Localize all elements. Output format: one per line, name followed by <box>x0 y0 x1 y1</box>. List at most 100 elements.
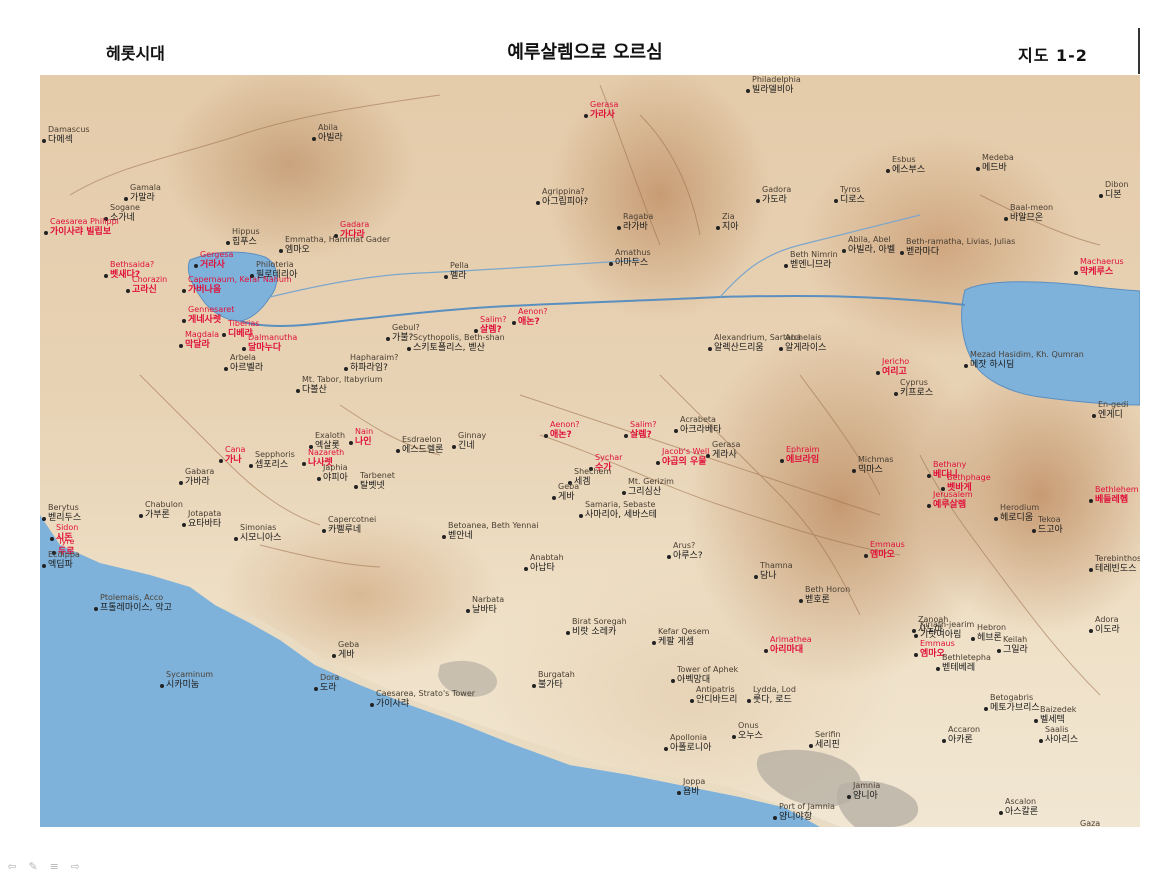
settlement-marker <box>452 445 456 449</box>
place-label: Gerasa 가라사 <box>590 100 618 120</box>
settlement-marker <box>309 445 313 449</box>
place-name-korean: 아리마대 <box>770 645 804 655</box>
menu-icon[interactable]: ≡ <box>49 860 59 873</box>
place-label: Adora 이도라 <box>1095 615 1120 635</box>
place-label: Mt. Tabor, Itabyrium 다볼산 <box>302 375 383 395</box>
place-label: Dalmanutha 달마누다 <box>248 333 297 353</box>
place-label: Salim? 살렘? <box>480 315 506 335</box>
settlement-marker <box>182 523 186 527</box>
place-name-english: Bethlehem <box>1095 485 1139 494</box>
place-name-english: Gerasa <box>712 440 741 449</box>
place-name-korean: 안디바드리 <box>696 695 738 705</box>
place-name-english: Shechem <box>574 467 612 476</box>
place-name-english: Gennesaret <box>188 305 235 314</box>
settlement-marker <box>809 744 813 748</box>
place-name-korean: 아르벨라 <box>230 363 264 373</box>
pen-icon[interactable]: ✎ <box>28 860 38 873</box>
place-label: Port of Jamnia 얌니야항 <box>779 802 835 822</box>
place-name-english: Onus <box>738 721 759 730</box>
settlement-marker <box>234 537 238 541</box>
settlement-marker <box>52 551 56 555</box>
place-label: Archelais 알게라이스 <box>785 333 826 353</box>
place-name-korean: 케팔 게셈 <box>658 637 694 647</box>
place-label: Michmas 믹마스 <box>858 455 893 475</box>
settlement-marker <box>589 467 593 471</box>
settlement-marker <box>834 199 838 203</box>
place-name-english: Sycaminum <box>166 670 214 679</box>
place-label: Dibon 디본 <box>1105 180 1128 200</box>
place-name-english: Simonias <box>240 523 277 532</box>
place-name-korean: 게바 <box>338 650 355 660</box>
settlement-marker <box>914 653 918 657</box>
settlement-marker <box>754 575 758 579</box>
place-name-english: Beth-ramatha, Livias, Julias <box>906 237 1016 246</box>
place-label: Tyros 디로스 <box>840 185 865 205</box>
prev-arrow-icon[interactable]: ⇦ <box>7 860 17 873</box>
place-name-english: Abila <box>318 123 338 132</box>
place-name-english: Baal-meon <box>1010 203 1054 212</box>
place-name-korean: 알게라이스 <box>785 343 827 353</box>
place-name-korean: 디베랴 <box>228 329 253 339</box>
settlement-marker <box>242 347 246 351</box>
place-name-english: Tekoa <box>1038 515 1061 524</box>
place-name-english: Burgatah <box>538 670 575 679</box>
place-name-english: Port of Jamnia <box>779 802 835 811</box>
place-name-korean: 가라사 <box>590 110 615 120</box>
place-name-korean: 게라사 <box>712 450 737 460</box>
place-label: Hebron 헤브론 <box>977 623 1006 643</box>
place-label: Abila 아빌라 <box>318 123 343 143</box>
place-name-english: Zia <box>722 212 735 221</box>
place-name-korean: 메드바 <box>982 163 1007 173</box>
place-label: Beth-ramatha, Livias, Julias 벧라마다 <box>906 237 1015 257</box>
next-arrow-icon[interactable]: ⇨ <box>70 860 80 873</box>
jordan-river <box>239 294 966 327</box>
place-name-english: Capercotnei <box>328 515 377 524</box>
place-name-korean: 헤로디움 <box>1000 513 1034 523</box>
place-name-english: Keilah <box>1003 635 1028 644</box>
settlement-marker <box>44 231 48 235</box>
place-name-korean: 라가바 <box>623 222 648 232</box>
place-name-korean: 빌라델비아 <box>752 85 794 95</box>
place-label: Aenon? 애논? <box>518 307 548 327</box>
place-label: Keilah 그일라 <box>1003 635 1028 655</box>
place-name-english: Emmaus <box>920 639 955 648</box>
place-label: Cana 가나 <box>225 445 245 465</box>
settlement-marker <box>624 434 628 438</box>
place-name-korean: 아그립피아? <box>542 197 589 207</box>
settlement-marker <box>396 449 400 453</box>
place-label: Tiberias 디베랴 <box>228 319 259 339</box>
place-name-english: Betogabris <box>990 693 1034 702</box>
place-name-english: Philoteria <box>256 260 294 269</box>
place-name-korean: 애논? <box>550 430 572 440</box>
settlement-marker <box>104 274 108 278</box>
place-name-korean: 벧안네 <box>448 531 473 541</box>
settlement-marker <box>716 226 720 230</box>
place-name-english: Dalmanutha <box>248 333 298 342</box>
place-label: En-gedi 엔게디 <box>1098 400 1128 420</box>
place-label: Baizedek 벨세텍 <box>1040 705 1076 725</box>
place-name-english: Ephraim <box>786 445 820 454</box>
place-label: Gabara 가바라 <box>185 467 214 487</box>
place-name-korean: 엑딥파 <box>48 560 73 570</box>
place-label: Gadara 가다라 <box>340 220 369 240</box>
place-label: Esdraelon 에스드렐론 <box>402 435 443 455</box>
place-label: Baal-meon 바알므온 <box>1010 203 1053 223</box>
place-name-korean: 막케루스 <box>1080 267 1114 277</box>
settlement-marker <box>773 816 777 820</box>
place-name-english: Gaza <box>1080 819 1101 827</box>
place-label: Capercotnei 카펠루네 <box>328 515 376 535</box>
place-label: Ascalon 아스칼론 <box>1005 797 1038 817</box>
settlement-marker <box>160 684 164 688</box>
place-name-korean: 가이사랴 빌립보 <box>50 227 112 237</box>
settlement-marker <box>42 139 46 143</box>
place-name-korean: 불가타 <box>538 680 563 690</box>
place-name-korean: 게바 <box>558 492 575 502</box>
place-label: Ginnay 긴네 <box>458 431 486 451</box>
place-name-english: Antipatris <box>696 685 735 694</box>
settlement-marker <box>224 367 228 371</box>
place-name-english: Joppa <box>683 777 706 786</box>
settlement-marker <box>94 607 98 611</box>
place-label: Geba 게바 <box>338 640 359 660</box>
place-name-korean: 막달라 <box>185 340 210 350</box>
settlement-marker <box>942 739 946 743</box>
